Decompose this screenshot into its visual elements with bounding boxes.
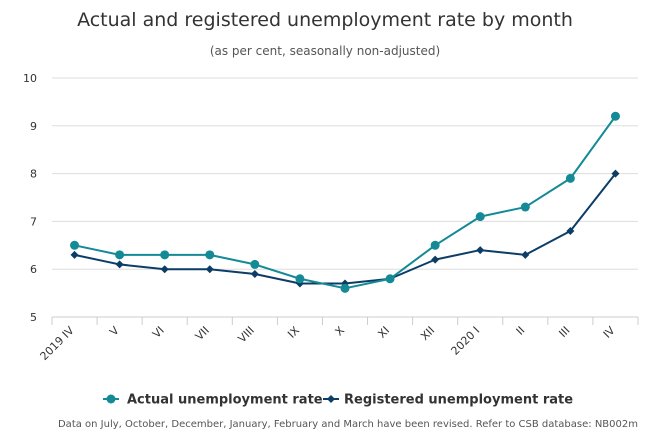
grid-lines	[52, 77, 638, 270]
registered-point[interactable]	[611, 169, 620, 178]
y-tick-label: 8	[30, 168, 37, 181]
actual-point[interactable]	[295, 274, 305, 284]
registered-point[interactable]	[115, 260, 124, 269]
actual-point[interactable]	[70, 240, 80, 250]
series-line-actual	[74, 115, 617, 290]
legend-label: Registered unemployment rate	[344, 393, 573, 408]
actual-point[interactable]	[565, 173, 575, 183]
actual-point[interactable]	[115, 250, 125, 260]
actual-point[interactable]	[610, 111, 620, 121]
registered-point[interactable]	[566, 226, 575, 235]
y-tick-label: 10	[23, 72, 37, 85]
legend-marker	[327, 395, 335, 403]
actual-point[interactable]	[340, 283, 350, 293]
registered-point[interactable]	[431, 255, 440, 264]
actual-point[interactable]	[475, 212, 485, 222]
x-tick-label: X	[333, 324, 348, 339]
legend-item-actual[interactable]: Actual unemployment rate	[103, 393, 323, 408]
x-tick-label: IV	[601, 324, 618, 341]
legend-marker	[106, 394, 116, 404]
actual-point[interactable]	[205, 250, 215, 260]
x-axis: 2019 IV V VI VII VIII IX X XI XII 2020 I II III IV	[38, 316, 639, 363]
x-tick-label: 2019 IV	[38, 324, 77, 363]
footnote: Data on July, October, December, January…	[58, 419, 638, 430]
chart-subtitle: (as per cent, seasonally non-adjusted)	[210, 44, 440, 58]
actual-point[interactable]	[430, 240, 440, 250]
x-tick-label: XI	[375, 324, 392, 341]
x-tick-label: 2020 I	[449, 324, 483, 358]
x-tick-label: III	[556, 324, 572, 340]
y-tick-label: 6	[30, 263, 37, 276]
y-tick-label: 9	[30, 120, 37, 133]
registered-point[interactable]	[476, 246, 485, 255]
actual-point[interactable]	[160, 250, 170, 260]
plot-series	[70, 111, 620, 293]
actual-point[interactable]	[385, 274, 395, 284]
x-tick-label: VIII	[236, 324, 257, 345]
y-tick-label: 5	[30, 311, 37, 324]
registered-point[interactable]	[70, 250, 79, 259]
registered-point[interactable]	[160, 265, 169, 274]
legend-label: Actual unemployment rate	[127, 393, 323, 408]
y-axis: 5 6 7 8 9 10	[23, 72, 37, 324]
registered-point[interactable]	[521, 250, 530, 259]
x-tick-label: XII	[418, 324, 437, 343]
registered-point[interactable]	[250, 269, 259, 278]
x-tick-label: VI	[150, 324, 167, 341]
y-tick-label: 7	[30, 215, 37, 228]
actual-point[interactable]	[250, 259, 260, 269]
x-tick-label: VII	[193, 324, 212, 343]
actual-point[interactable]	[520, 202, 530, 212]
chart-title: Actual and registered unemployment rate …	[77, 9, 573, 31]
legend[interactable]: Actual unemployment rate Registered unemp…	[103, 393, 573, 408]
x-tick-label: II	[514, 324, 528, 338]
series-line-registered	[74, 172, 617, 285]
x-tick-label: IX	[285, 324, 302, 341]
registered-point[interactable]	[205, 265, 214, 274]
x-tick-label: V	[107, 324, 122, 339]
legend-item-registered[interactable]: Registered unemployment rate	[323, 393, 573, 408]
